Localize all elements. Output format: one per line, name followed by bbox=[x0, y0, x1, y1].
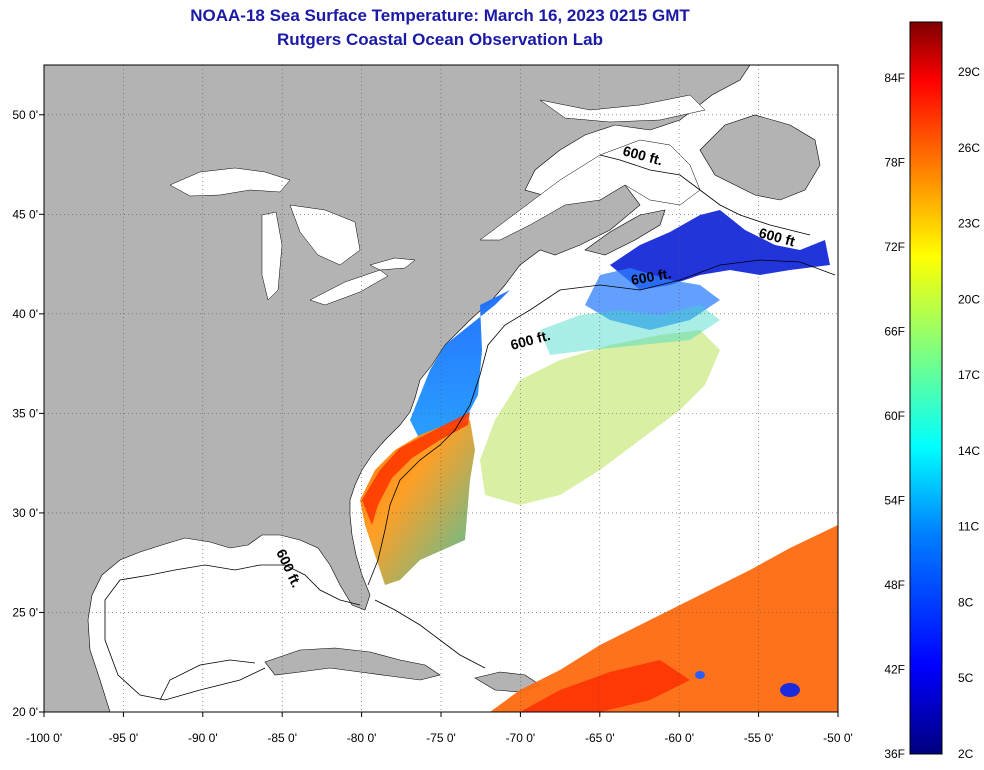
colorbar-c-label: 23C bbox=[958, 217, 980, 231]
sst-cold-patch-2 bbox=[695, 671, 705, 679]
lon-tick-label: -65 0' bbox=[585, 731, 615, 745]
colorbar bbox=[909, 21, 943, 755]
colorbar-c-label: 14C bbox=[958, 444, 980, 458]
colorbar-f-label: 48F bbox=[884, 578, 905, 592]
colorbar-celsius-labels: 29C 26C 23C 20C 17C 14C 11C 8C 5C 2C bbox=[958, 65, 980, 761]
lat-tick-label: 40 0' bbox=[12, 307, 38, 321]
sst-gulf-maine bbox=[585, 268, 720, 330]
land-newfoundland bbox=[699, 114, 821, 201]
isobath-gulf bbox=[104, 564, 361, 701]
isobath-label-maine: 600 ft. bbox=[630, 265, 673, 288]
colorbar-c-label: 5C bbox=[958, 671, 974, 685]
sst-offshore-cyan bbox=[540, 305, 720, 355]
colorbar-c-label: 20C bbox=[958, 292, 980, 306]
land-north-america bbox=[44, 65, 751, 712]
longitude-labels: -100 0' -95 0' -90 0' -85 0' -80 0' -75 0' -70… bbox=[26, 731, 853, 745]
sst-scotian-cold bbox=[610, 210, 830, 290]
lon-tick-label: -75 0' bbox=[426, 731, 456, 745]
lon-tick-label: -50 0' bbox=[823, 731, 853, 745]
lon-tick-label: -90 0' bbox=[188, 731, 218, 745]
lat-tick-label: 45 0' bbox=[12, 207, 38, 221]
isobaths bbox=[104, 154, 836, 701]
land-nova-scotia bbox=[584, 209, 666, 256]
colorbar-c-label: 29C bbox=[958, 65, 980, 79]
lat-tick-label: 35 0' bbox=[12, 406, 38, 420]
lon-tick-label: -60 0' bbox=[664, 731, 694, 745]
lon-tick-label: -80 0' bbox=[347, 731, 377, 745]
colorbar-f-label: 36F bbox=[884, 747, 905, 761]
lon-tick-label: -85 0' bbox=[267, 731, 297, 745]
colorbar-f-label: 78F bbox=[884, 156, 905, 170]
lake-superior bbox=[169, 167, 291, 197]
lake-erie bbox=[309, 269, 389, 306]
lon-tick-label: -95 0' bbox=[109, 731, 139, 745]
lake-ontario bbox=[369, 257, 416, 271]
lat-tick-label: 30 0' bbox=[12, 506, 38, 520]
colorbar-f-label: 66F bbox=[884, 325, 905, 339]
lon-tick-label: -55 0' bbox=[744, 731, 774, 745]
land-cuba bbox=[264, 647, 441, 681]
lake-huron bbox=[289, 204, 361, 266]
colorbar-f-label: 72F bbox=[884, 240, 905, 254]
sst-sargasso-red bbox=[520, 660, 690, 712]
isobath-gulf-inner bbox=[159, 659, 256, 701]
isobath-east-coast bbox=[367, 259, 836, 586]
colorbar-c-label: 26C bbox=[958, 141, 980, 155]
lat-tick-label: 20 0' bbox=[12, 705, 38, 719]
colorbar-c-label: 17C bbox=[958, 368, 980, 382]
colorbar-c-label: 11C bbox=[958, 520, 979, 534]
colorbar-c-label: 2C bbox=[958, 747, 974, 761]
colorbar-f-label: 42F bbox=[884, 663, 905, 677]
plot-border bbox=[43, 64, 839, 713]
sst-sargasso-warm bbox=[490, 525, 838, 712]
map-title: NOAA-18 Sea Surface Temperature: March 1… bbox=[190, 6, 690, 25]
isobath-bahamas bbox=[374, 599, 486, 669]
colorbar-c-label: 8C bbox=[958, 595, 974, 609]
lat-tick-label: 25 0' bbox=[12, 605, 38, 619]
lake-michigan bbox=[261, 211, 283, 301]
lat-tick-label: 50 0' bbox=[12, 108, 38, 122]
latitude-labels: 20 0' 25 0' 30 0' 35 0' 40 0' 45 0' 50 0' bbox=[12, 108, 38, 719]
lon-tick-label: -70 0' bbox=[506, 731, 536, 745]
colorbar-f-label: 60F bbox=[884, 409, 905, 423]
sst-cold-patch bbox=[780, 683, 800, 697]
lon-tick-label: -100 0' bbox=[26, 731, 62, 745]
colorbar-f-label: 84F bbox=[884, 71, 905, 85]
colorbar-fahrenheit-labels: 84F 78F 72F 66F 60F 54F 48F 42F 36F bbox=[884, 71, 905, 761]
lake-north bbox=[539, 94, 706, 123]
isobath-north bbox=[599, 154, 811, 236]
gulf-st-lawrence bbox=[479, 139, 701, 241]
sst-coastal-cold bbox=[410, 290, 510, 440]
map-subtitle: Rutgers Coastal Ocean Observation Lab bbox=[277, 30, 603, 49]
colorbar-f-label: 54F bbox=[884, 494, 905, 508]
